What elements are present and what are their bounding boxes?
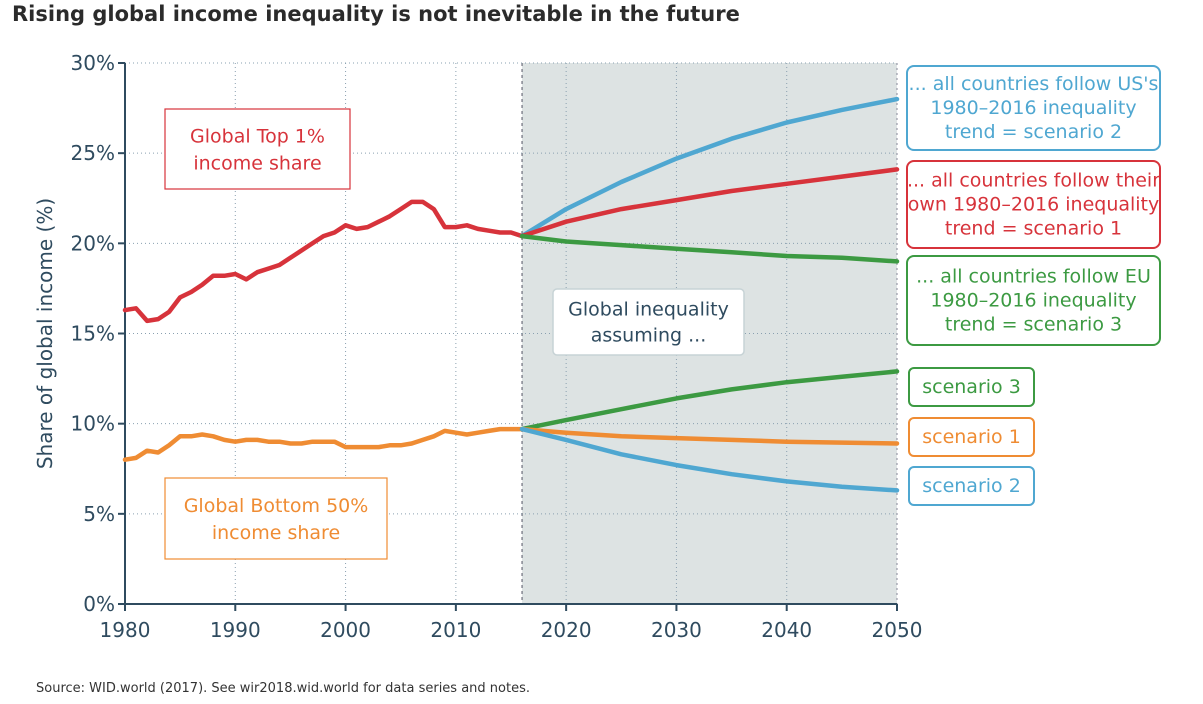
scenario1-top-box-text: own 1980–2016 inequality bbox=[908, 194, 1160, 216]
x-tick-label: 2050 bbox=[872, 618, 923, 642]
line-chart: 0% 5% 10% 15% 20% 25% 30% 1980 1990 2000 2010 2020 2… bbox=[33, 51, 1161, 642]
series-line-global-bottom-50-income-share bbox=[122, 426, 525, 462]
x-tick-label: 2040 bbox=[761, 618, 812, 642]
scenario1-top-box-text: trend = scenario 1 bbox=[945, 218, 1122, 240]
scenario2-top-box-text: ... all countries follow US's bbox=[909, 73, 1159, 95]
series-line-top-1-scenario-2 bbox=[519, 96, 900, 239]
scenario2-bottom-box-text: scenario 2 bbox=[922, 475, 1021, 497]
top1-label-box: Global Top 1% income share bbox=[164, 108, 351, 190]
x-tick-label: 2020 bbox=[541, 618, 592, 642]
series-line-top-1-scenario-1 bbox=[519, 167, 900, 239]
x-tick-label: 1980 bbox=[100, 618, 151, 642]
y-tick-label: 5% bbox=[83, 502, 115, 526]
x-tick-label: 2000 bbox=[320, 618, 371, 642]
series-line-global-top-1-income-share bbox=[122, 199, 525, 324]
chart-title: Rising global income inequality is not i… bbox=[12, 2, 740, 26]
scenario1-bottom-box: scenario 1 bbox=[908, 417, 1035, 457]
assumption-label-box-text: assuming ... bbox=[591, 325, 707, 347]
top1-label-box-text: Global Top 1% bbox=[190, 125, 325, 147]
bottom50-label-box-frame bbox=[164, 477, 388, 560]
series-line-bottom-50-scenario-1 bbox=[519, 426, 900, 446]
scenario2-top-box-text: 1980–2016 inequality bbox=[930, 97, 1136, 119]
y-tick-label: 30% bbox=[71, 51, 115, 75]
y-tick-label: 25% bbox=[71, 141, 115, 165]
bottom50-label-box: Global Bottom 50% income share bbox=[164, 477, 388, 560]
scenario2-bottom-box-frame bbox=[908, 466, 1035, 506]
assumption-label-box-text: Global inequality bbox=[568, 299, 729, 321]
scenario3-top-box-text: trend = scenario 3 bbox=[945, 314, 1122, 336]
axis-layer: 0% 5% 10% 15% 20% 25% 30% 1980 1990 2000 2010 2020 2… bbox=[33, 51, 922, 642]
scenario1-top-box-frame bbox=[906, 160, 1161, 249]
scenario2-top-box-frame bbox=[906, 65, 1161, 151]
y-axis-label: Share of global income (%) bbox=[33, 198, 57, 469]
scenario3-top-box-text: ... all countries follow EU bbox=[916, 266, 1151, 288]
series-line-top-1-scenario-3 bbox=[519, 233, 900, 264]
scenario3-bottom-box-text: scenario 3 bbox=[922, 376, 1021, 398]
source-note: Source: WID.world (2017). See wir2018.wi… bbox=[36, 681, 530, 696]
x-tick-label: 1990 bbox=[210, 618, 261, 642]
y-tick-label: 15% bbox=[71, 322, 115, 346]
scenario2-bottom-box: scenario 2 bbox=[908, 466, 1035, 506]
y-tick-label: 20% bbox=[71, 231, 115, 255]
scenario3-bottom-box-frame bbox=[908, 367, 1035, 407]
assumption-label-box-frame bbox=[552, 288, 745, 356]
scenario1-top-box-text: ... all countries follow their bbox=[907, 170, 1160, 192]
bottom50-label-box-text: income share bbox=[212, 522, 340, 544]
y-tick-label: 0% bbox=[83, 592, 115, 616]
top1-label-box-text: income share bbox=[193, 152, 321, 174]
bottom50-label-box-text: Global Bottom 50% bbox=[184, 495, 369, 517]
scenario3-top-box-frame bbox=[906, 255, 1161, 346]
series-layer bbox=[122, 96, 900, 493]
top1-label-box-frame bbox=[164, 108, 351, 190]
scenario2-top-box-text: trend = scenario 2 bbox=[945, 121, 1122, 143]
scenario1-bottom-box-text: scenario 1 bbox=[922, 426, 1021, 448]
assumption-label-box: Global inequality assuming ... bbox=[552, 288, 745, 356]
scenario1-bottom-box-frame bbox=[908, 417, 1035, 457]
scenario3-bottom-box: scenario 3 bbox=[908, 367, 1035, 407]
x-tick-label: 2030 bbox=[651, 618, 702, 642]
series-line-bottom-50-scenario-2 bbox=[519, 426, 900, 493]
y-tick-label: 10% bbox=[71, 412, 115, 436]
scenario3-top-box-text: 1980–2016 inequality bbox=[930, 290, 1136, 312]
x-tick-label: 2010 bbox=[430, 618, 481, 642]
series-line-bottom-50-scenario-3 bbox=[519, 369, 900, 432]
